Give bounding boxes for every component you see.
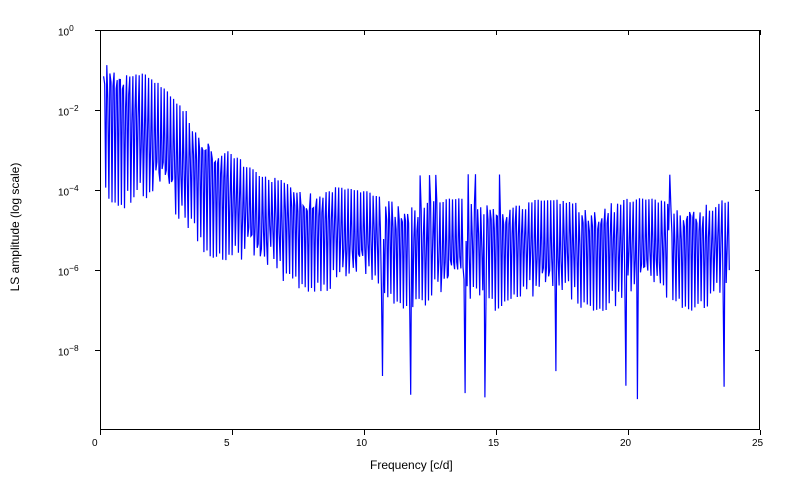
data-line — [101, 31, 761, 431]
y-tick-mark — [95, 270, 100, 271]
x-tick-mark — [232, 430, 233, 435]
y-tick-mark — [95, 350, 100, 351]
y-tick-mark — [95, 110, 100, 111]
x-tick-mark — [628, 430, 629, 435]
periodogram-trace — [104, 65, 730, 399]
x-tick-label: 10 — [356, 438, 367, 449]
plot-area — [100, 30, 760, 430]
x-tick-mark — [364, 430, 365, 435]
x-tick-mark — [496, 430, 497, 435]
y-tick-label: 100 — [58, 23, 74, 38]
x-tick-label: 15 — [488, 438, 499, 449]
y-tick-label: 10−4 — [58, 183, 79, 198]
x-tick-label: 25 — [752, 438, 763, 449]
periodogram-chart: LS amplitude (log scale) Frequency [c/d]… — [0, 0, 800, 500]
y-tick-label: 10−6 — [58, 263, 79, 278]
y-tick-label: 10−2 — [58, 103, 79, 118]
y-tick-label: 10−8 — [58, 343, 79, 358]
x-tick-mark — [100, 430, 101, 435]
x-tick-label: 5 — [224, 438, 230, 449]
x-tick-mark — [760, 430, 761, 435]
x-axis-label: Frequency [c/d] — [370, 458, 453, 472]
x-tick-label: 20 — [620, 438, 631, 449]
y-axis-label: LS amplitude (log scale) — [8, 147, 22, 307]
x-tick-label: 0 — [92, 438, 98, 449]
y-tick-mark — [95, 30, 100, 31]
y-tick-mark — [95, 190, 100, 191]
